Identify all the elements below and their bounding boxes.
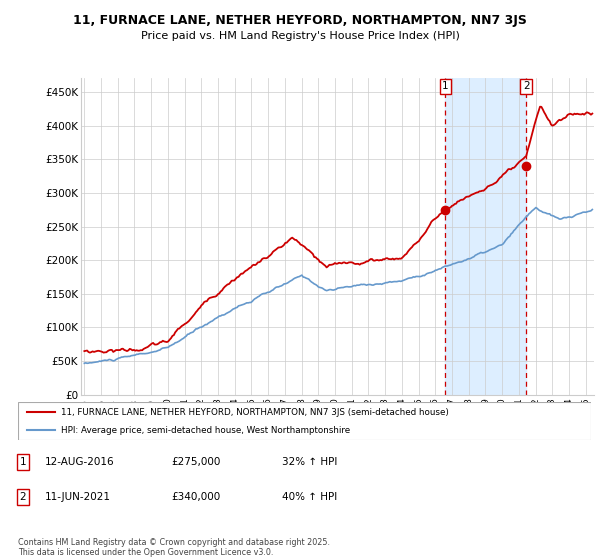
- Text: 2: 2: [19, 492, 26, 502]
- Text: 1: 1: [19, 457, 26, 467]
- Text: HPI: Average price, semi-detached house, West Northamptonshire: HPI: Average price, semi-detached house,…: [61, 426, 350, 435]
- Bar: [445, 78, 526, 395]
- Text: 11-JUN-2021: 11-JUN-2021: [45, 492, 111, 502]
- Text: 40% ↑ HPI: 40% ↑ HPI: [282, 492, 337, 502]
- Text: 2: 2: [523, 81, 529, 91]
- Text: £275,000: £275,000: [171, 457, 220, 467]
- Text: 11, FURNACE LANE, NETHER HEYFORD, NORTHAMPTON, NN7 3JS (semi-detached house): 11, FURNACE LANE, NETHER HEYFORD, NORTHA…: [61, 408, 449, 417]
- Text: £340,000: £340,000: [171, 492, 220, 502]
- Text: 12-AUG-2016: 12-AUG-2016: [45, 457, 115, 467]
- Text: 11, FURNACE LANE, NETHER HEYFORD, NORTHAMPTON, NN7 3JS: 11, FURNACE LANE, NETHER HEYFORD, NORTHA…: [73, 14, 527, 27]
- Text: Price paid vs. HM Land Registry's House Price Index (HPI): Price paid vs. HM Land Registry's House …: [140, 31, 460, 41]
- Text: 1: 1: [442, 81, 449, 91]
- Text: 32% ↑ HPI: 32% ↑ HPI: [282, 457, 337, 467]
- FancyBboxPatch shape: [18, 402, 591, 440]
- Text: Contains HM Land Registry data © Crown copyright and database right 2025.
This d: Contains HM Land Registry data © Crown c…: [18, 538, 330, 557]
